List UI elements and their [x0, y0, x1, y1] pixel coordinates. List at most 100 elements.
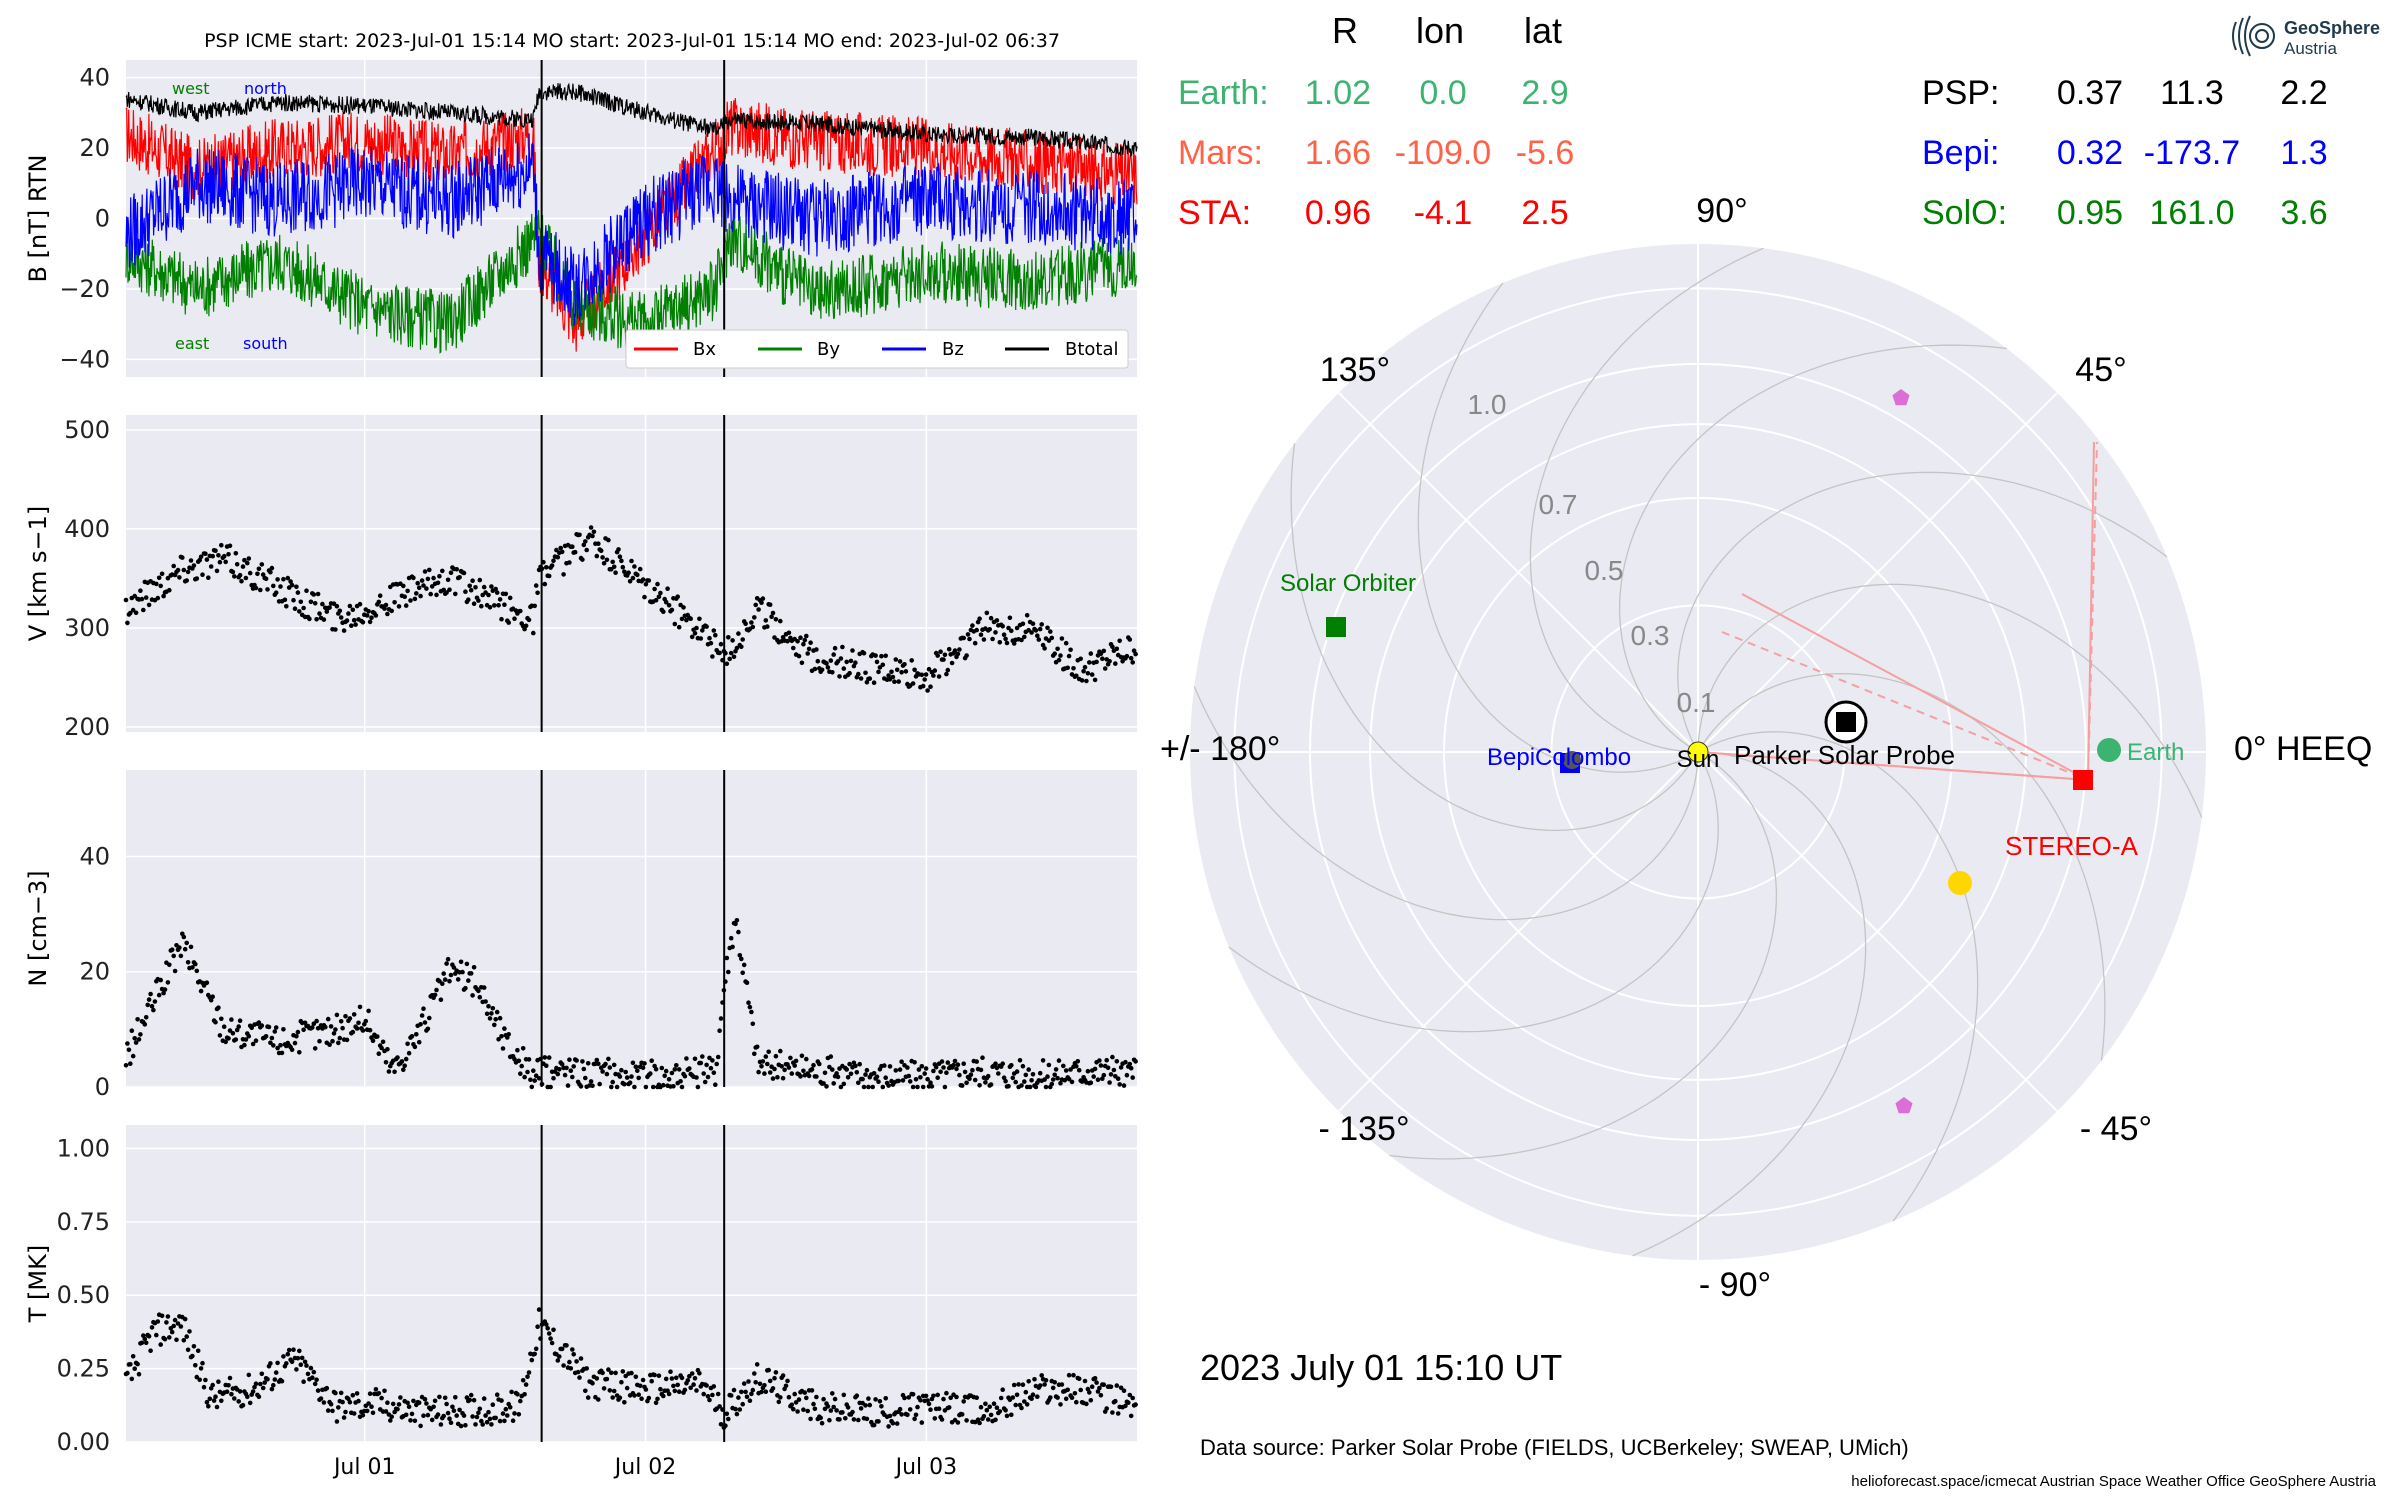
data-point	[1023, 1072, 1029, 1078]
data-point	[1006, 1083, 1011, 1089]
data-point	[838, 1084, 844, 1090]
data-point	[414, 591, 419, 596]
data-point	[444, 1401, 449, 1407]
data-point	[1089, 672, 1095, 677]
data-point	[845, 1075, 851, 1080]
data-point	[799, 1053, 805, 1059]
radial-label-0.1: 0.1	[1677, 687, 1716, 718]
data-point	[1065, 1387, 1070, 1393]
data-point	[919, 672, 925, 678]
data-point	[351, 1411, 357, 1416]
data-point	[984, 610, 990, 616]
data-point	[955, 1420, 961, 1425]
data-point	[731, 1387, 737, 1393]
data-point	[376, 1391, 382, 1396]
data-point	[668, 1369, 673, 1374]
data-point	[162, 1336, 168, 1342]
data-point	[164, 1320, 169, 1325]
data-point	[382, 606, 387, 611]
parker-spiral	[1697, 672, 2106, 1061]
data-point	[759, 1064, 764, 1069]
data-point	[726, 969, 731, 975]
parker-spiral	[1389, 751, 1778, 1160]
data-point	[536, 1307, 542, 1312]
data-point	[630, 575, 636, 581]
data-point	[571, 1064, 576, 1069]
data-point	[533, 583, 539, 588]
b-legend: Bx By Bz Btotal	[625, 329, 1129, 369]
data-point	[245, 1394, 250, 1400]
data-point	[1128, 1065, 1134, 1071]
data-point	[535, 1324, 540, 1329]
data-point	[451, 965, 457, 970]
data-point	[967, 636, 972, 642]
data-point	[229, 1017, 234, 1022]
data-point	[610, 1395, 615, 1400]
data-point	[1042, 646, 1047, 651]
data-point	[713, 632, 718, 638]
parker-spiral	[1632, 751, 1867, 1257]
data-point	[876, 1419, 881, 1424]
data-point	[899, 1412, 904, 1417]
data-point	[453, 1395, 458, 1400]
data-point	[616, 547, 621, 552]
data-point	[759, 1389, 764, 1395]
data-point	[1074, 673, 1079, 679]
data-point	[226, 552, 231, 557]
data-point	[817, 1061, 822, 1067]
data-point	[156, 575, 162, 581]
data-point	[302, 1359, 308, 1365]
data-point	[1072, 1391, 1078, 1396]
data-point	[201, 1384, 207, 1390]
data-point	[227, 543, 233, 549]
data-point	[584, 1366, 589, 1371]
data-point	[1029, 1396, 1034, 1401]
data-point	[392, 600, 397, 605]
data-point	[232, 574, 237, 579]
data-point	[837, 674, 842, 679]
data-point	[906, 1073, 912, 1079]
data-point	[585, 1395, 591, 1400]
data-point	[133, 610, 139, 616]
data-point	[570, 1347, 575, 1352]
data-point	[798, 635, 803, 640]
data-point	[489, 1011, 494, 1016]
data-point	[874, 659, 880, 665]
angle-label-135: 135°	[1320, 351, 1390, 389]
data-point	[671, 1084, 676, 1089]
data-point	[952, 1058, 958, 1064]
data-point	[289, 582, 295, 588]
ylabel: N [cm−3]	[24, 870, 52, 986]
data-point	[357, 1004, 363, 1010]
data-point	[1087, 1390, 1092, 1395]
data-point	[661, 1082, 666, 1088]
data-point	[1127, 637, 1133, 642]
data-point	[681, 605, 686, 610]
data-point	[338, 1019, 344, 1024]
data-point	[795, 639, 800, 644]
data-point	[1058, 1402, 1063, 1407]
data-point	[578, 1356, 584, 1361]
data-point	[588, 1079, 594, 1084]
data-point	[830, 1067, 835, 1072]
data-point	[1115, 1076, 1121, 1081]
data-point	[125, 1041, 130, 1046]
data-point	[929, 1084, 935, 1089]
data-point	[402, 1063, 408, 1068]
data-point	[448, 972, 454, 978]
angle-label-90: 90°	[1696, 192, 1747, 230]
data-point	[649, 1378, 654, 1384]
data-point	[412, 596, 418, 602]
data-point	[854, 1393, 860, 1398]
data-point	[778, 1395, 783, 1400]
data-point	[1088, 651, 1094, 656]
data-point	[229, 1391, 234, 1397]
data-point	[385, 1400, 390, 1405]
data-point	[259, 1023, 265, 1028]
data-point	[474, 1414, 480, 1420]
data-point	[350, 607, 356, 613]
data-point	[876, 1079, 881, 1084]
data-point	[1001, 632, 1007, 637]
data-point	[752, 615, 757, 620]
data-point	[964, 1080, 969, 1086]
